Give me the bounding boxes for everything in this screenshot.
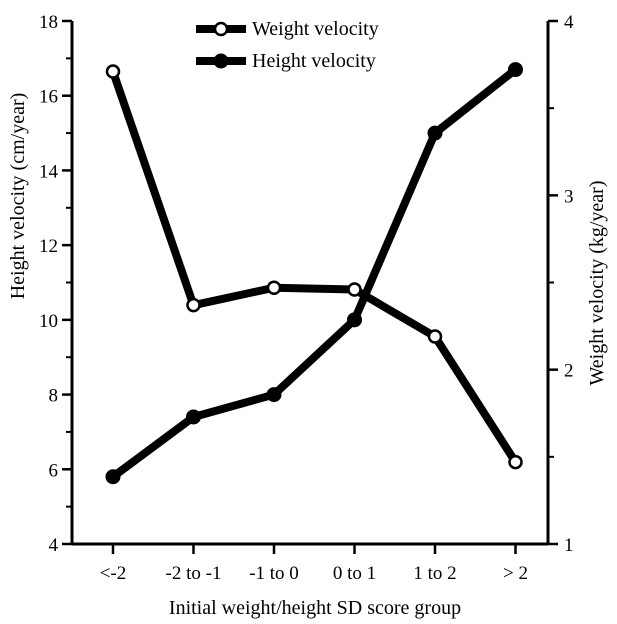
x-tick-label: -2 to -1 [166,563,222,584]
legend: Weight velocity Height velocity [196,18,379,72]
x-tick-label: 1 to 2 [413,563,456,584]
weight-velocity-point [347,282,362,297]
left-y-tick-label: 14 [39,161,59,182]
legend-height-velocity-label: Height velocity [252,50,376,72]
weight-velocity-point [186,297,201,313]
x-tick-label: -1 to 0 [249,563,299,584]
left-y-tick-label: 4 [49,535,59,556]
right-y-tick-label: 1 [564,535,574,556]
right-y-tick-label: 4 [564,12,574,33]
weight-velocity-point [105,64,121,79]
left-y-tick-label: 6 [49,460,59,481]
weight-velocity-point [508,454,523,470]
left-y-tick-label: 12 [39,236,58,257]
legend-weight-velocity-marker [213,21,229,37]
right-y-axis-title: Weight velocity (kg/year) [586,181,608,386]
right-y-tick-label: 2 [564,361,574,382]
right-y-tick-label: 3 [564,186,574,207]
height-velocity-point [105,469,121,485]
height-velocity-line [110,66,518,480]
legend-weight-velocity-label: Weight velocity [252,18,379,40]
left-y-tick-label: 8 [49,386,59,407]
legend-height-velocity-marker [213,53,229,69]
left-y-tick-label: 10 [39,311,58,332]
height-velocity-point [186,409,201,425]
height-velocity-point [508,62,523,78]
height-velocity-point [266,387,282,403]
x-axis-title: Initial weight/height SD score group [169,597,461,619]
left-y-tick-label: 16 [39,87,58,108]
x-tick-label: 0 to 1 [333,563,376,584]
left-y-tick-label: 18 [39,12,58,33]
x-tick-label: <-2 [100,563,127,584]
weight-velocity-point [427,329,443,344]
weight-velocity-point [266,280,282,295]
x-tick-label: > 2 [503,563,528,584]
left-y-axis-title: Height velocity (cm/year) [7,93,29,300]
series-layer [105,62,523,485]
height-velocity-point [347,312,362,328]
height-velocity-point [427,125,443,141]
weight-velocity-line [109,70,519,465]
